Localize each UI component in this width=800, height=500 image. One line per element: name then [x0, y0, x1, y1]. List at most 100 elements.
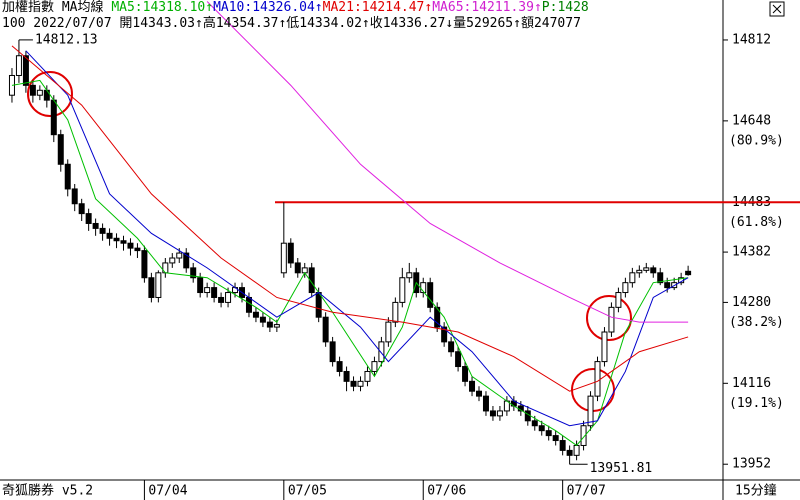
- candle-body: [685, 270, 692, 276]
- candle-body: [357, 380, 364, 387]
- ma-line: [25, 50, 689, 427]
- candle-body: [489, 410, 496, 417]
- candle-body: [273, 324, 280, 328]
- candle-body: [364, 370, 371, 382]
- candle-body: [78, 203, 85, 215]
- candle-body: [113, 237, 120, 242]
- candle-body: [664, 282, 671, 289]
- indicators: MA5:14318.10↑MA10:14326.04↑MA21:14214.47…: [111, 0, 588, 15]
- footer-left: 奇狐勝券 v5.2: [2, 483, 93, 499]
- candle-body: [266, 321, 273, 328]
- highlight-circle: [586, 295, 632, 341]
- candle-body: [336, 361, 343, 372]
- candle-body: [601, 331, 608, 363]
- y-tick-label: 14648: [732, 113, 771, 128]
- indicator: MA65:14211.39↑: [432, 0, 542, 15]
- candle-body: [85, 213, 92, 224]
- x-tick-label: 07/04: [148, 484, 187, 499]
- candle-body: [252, 311, 259, 318]
- candle-body: [197, 277, 204, 294]
- indicator: MA21:14214.47↑: [322, 0, 433, 15]
- candle-body: [106, 232, 113, 239]
- candle-body: [392, 301, 399, 323]
- candle-body: [636, 269, 643, 274]
- candle-body: [406, 272, 413, 279]
- candle-body: [580, 425, 587, 446]
- y-tick-label: 13952: [732, 457, 771, 472]
- candle-body: [594, 361, 601, 397]
- candle-body: [427, 282, 434, 308]
- fib-label: (19.1%): [729, 396, 784, 411]
- candle-body: [225, 292, 232, 303]
- candle-body: [657, 272, 664, 284]
- candle-body: [155, 272, 162, 298]
- candle-body: [176, 252, 183, 259]
- ma-line: [206, 1, 689, 323]
- candle-body: [531, 420, 538, 427]
- candle-body: [280, 242, 287, 274]
- candle-body: [245, 296, 252, 313]
- candle-body: [190, 267, 197, 279]
- candle-body: [462, 366, 469, 382]
- candle-body: [455, 351, 462, 368]
- indicator: P:1428: [541, 0, 589, 15]
- candle-body: [36, 89, 43, 96]
- candle-body: [545, 430, 552, 437]
- candle-body: [615, 292, 622, 308]
- candle-body: [482, 395, 489, 412]
- candle-body: [329, 341, 336, 363]
- candle-body: [322, 316, 329, 343]
- candle-body: [441, 326, 448, 343]
- candle-body: [29, 84, 36, 96]
- candle-body: [15, 55, 22, 76]
- candle-body: [650, 267, 657, 274]
- ma-line: [11, 45, 689, 392]
- candle-body: [315, 292, 322, 318]
- candle-body: [399, 277, 406, 303]
- header-line: 加權指數 MA均線 MA5:14318.10↑MA10:14326.04↑MA2…: [2, 0, 722, 16]
- candle-body: [559, 440, 566, 451]
- candle-body: [183, 252, 190, 269]
- fib-label: (38.2%): [729, 315, 784, 330]
- candle-body: [218, 296, 225, 303]
- candle-body: [141, 250, 148, 279]
- candle-body: [169, 257, 176, 264]
- candle-body: [50, 99, 57, 136]
- candle-body: [622, 282, 629, 294]
- candle-body: [350, 380, 357, 387]
- footer-right: 15分鐘: [735, 483, 777, 499]
- candle-body: [343, 370, 350, 382]
- fib-label: (61.8%): [729, 215, 784, 230]
- y-tick-label: 14280: [732, 295, 771, 310]
- x-tick-label: 07/05: [288, 484, 327, 499]
- close-icon[interactable]: [772, 4, 782, 14]
- candle-body: [608, 306, 615, 333]
- candle-body: [629, 272, 636, 284]
- candle-body: [148, 277, 155, 298]
- header: 加權指數 MA均線 MA5:14318.10↑MA10:14326.04↑MA2…: [2, 0, 722, 32]
- indicator: MA10:14326.04↑: [213, 0, 323, 15]
- candle-body: [587, 395, 594, 427]
- candle-body: [99, 227, 106, 234]
- info-line: 100 2022/07/07 開14343.03↑高14354.37↑低1433…: [2, 16, 581, 31]
- candle-body: [378, 341, 385, 363]
- annotation: 14812.13: [35, 32, 98, 47]
- candle-body: [92, 222, 99, 229]
- candle-body: [385, 321, 392, 343]
- candle-body: [57, 134, 64, 165]
- candle-body: [294, 262, 301, 274]
- y-tick-label: 14116: [732, 376, 771, 391]
- candle-body: [566, 449, 573, 456]
- candle-body: [71, 188, 78, 205]
- y-tick-label: 14812: [732, 32, 771, 47]
- candle-body: [287, 242, 294, 264]
- candle-body: [434, 306, 441, 328]
- candle-body: [643, 267, 650, 271]
- candle-body: [552, 435, 559, 442]
- x-tick-label: 07/07: [567, 484, 606, 499]
- candle-body: [134, 247, 141, 252]
- ma-line: [11, 79, 689, 447]
